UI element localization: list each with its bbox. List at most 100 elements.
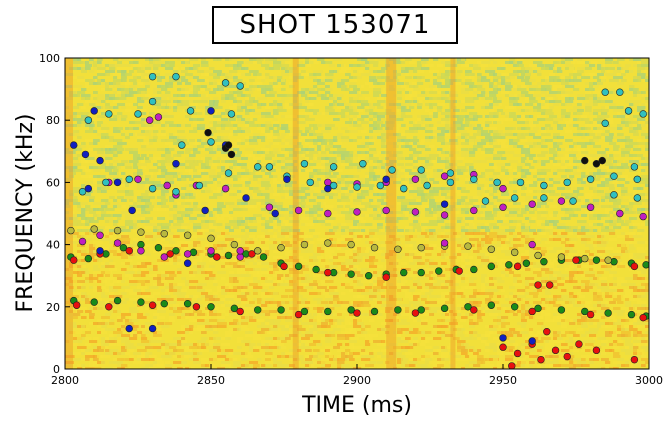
data-point-cyan [172, 72, 180, 81]
data-point-blue [201, 206, 209, 215]
data-point-blue [81, 150, 90, 159]
x-tick-label: 3000 [635, 374, 663, 387]
data-point-olive [394, 245, 402, 253]
data-point-black [592, 160, 601, 168]
data-point-green [347, 306, 355, 314]
data-point-green [581, 307, 589, 316]
data-point-magenta [528, 240, 536, 249]
data-point-cyan [639, 110, 647, 118]
data-point-green [364, 272, 373, 280]
data-point-cyan [601, 119, 609, 128]
data-point-blue [183, 259, 192, 267]
data-point-cyan [78, 188, 87, 196]
y-tick-label: 60 [46, 176, 60, 189]
data-point-cyan [470, 175, 478, 183]
data-point-red [382, 273, 390, 281]
data-point-red [213, 253, 221, 261]
data-point-green [230, 304, 239, 313]
data-point-magenta [236, 253, 244, 261]
data-point-olive [417, 244, 425, 252]
data-point-green [207, 303, 215, 311]
data-point-magenta [324, 209, 332, 218]
data-point-blue [207, 107, 215, 115]
data-point-olive [581, 254, 589, 263]
data-point-blue [499, 334, 507, 342]
data-point-olive [230, 240, 239, 249]
data-point-green [417, 268, 425, 277]
data-point-red [470, 306, 478, 314]
data-point-red [528, 307, 536, 316]
data-point-magenta [440, 211, 449, 219]
data-point-cyan [172, 188, 180, 196]
data-point-blue [172, 160, 180, 168]
data-point-olive [324, 239, 332, 247]
data-point-blue [113, 178, 122, 187]
data-point-olive [464, 242, 472, 250]
data-point-blue [271, 209, 279, 218]
data-point-magenta [96, 231, 104, 239]
data-point-green [487, 262, 496, 271]
data-point-cyan [516, 178, 525, 187]
data-point-cyan [586, 175, 595, 183]
data-point-magenta [353, 208, 361, 216]
data-point-black [598, 156, 606, 165]
spectrogram-streak [65, 58, 73, 369]
spectrogram-streak [386, 58, 397, 369]
data-point-olive [347, 240, 355, 249]
data-point-magenta [137, 247, 145, 255]
data-point-olive [300, 240, 309, 249]
x-tick-label: 2850 [197, 374, 225, 387]
data-point-red [353, 309, 361, 317]
data-point-blue [128, 206, 136, 215]
data-point-red [563, 352, 571, 361]
data-point-cyan [84, 116, 93, 124]
data-point-green [254, 306, 262, 314]
data-point-red [513, 349, 522, 358]
data-point-green [347, 270, 355, 278]
data-point-green [557, 306, 566, 314]
data-point-cyan [446, 169, 455, 177]
y-tick-label: 20 [46, 301, 60, 314]
data-point-blue [283, 175, 291, 183]
data-point-magenta [440, 239, 449, 247]
data-point-cyan [134, 110, 142, 118]
x-tick-label: 2900 [343, 374, 371, 387]
data-point-red [72, 301, 81, 309]
data-point-blue [148, 324, 157, 333]
data-point-green [394, 306, 402, 314]
data-point-cyan [563, 178, 571, 187]
data-point-olive [370, 244, 379, 252]
data-point-magenta [616, 209, 624, 218]
data-point-cyan [493, 178, 501, 187]
data-point-magenta [183, 250, 192, 258]
data-point-olive [137, 228, 145, 236]
data-point-magenta [265, 203, 274, 211]
data-point-red [630, 355, 639, 364]
data-point-green [505, 261, 513, 269]
data-point-cyan [610, 172, 618, 180]
data-point-blue [242, 194, 250, 202]
data-point-magenta [639, 212, 647, 221]
data-point-olive [90, 225, 98, 233]
data-point-green [172, 247, 180, 255]
data-point-olive [254, 247, 262, 255]
data-point-cyan [540, 181, 548, 190]
data-point-cyan [265, 163, 274, 171]
data-point-magenta [294, 206, 303, 215]
spectrogram-background [65, 58, 649, 369]
data-point-olive [534, 251, 542, 260]
data-point-cyan [540, 194, 548, 202]
data-point-green [435, 267, 443, 275]
data-point-cyan [359, 160, 367, 168]
data-point-green [312, 265, 320, 274]
data-point-green [470, 265, 478, 274]
data-point-black [581, 156, 589, 165]
data-point-olive [160, 230, 168, 238]
data-point-cyan [227, 110, 236, 118]
data-point-cyan [148, 97, 157, 106]
data-point-magenta [221, 184, 230, 193]
x-tick-label: 2800 [51, 374, 79, 387]
data-point-green [300, 307, 309, 316]
data-point-red [294, 310, 303, 319]
